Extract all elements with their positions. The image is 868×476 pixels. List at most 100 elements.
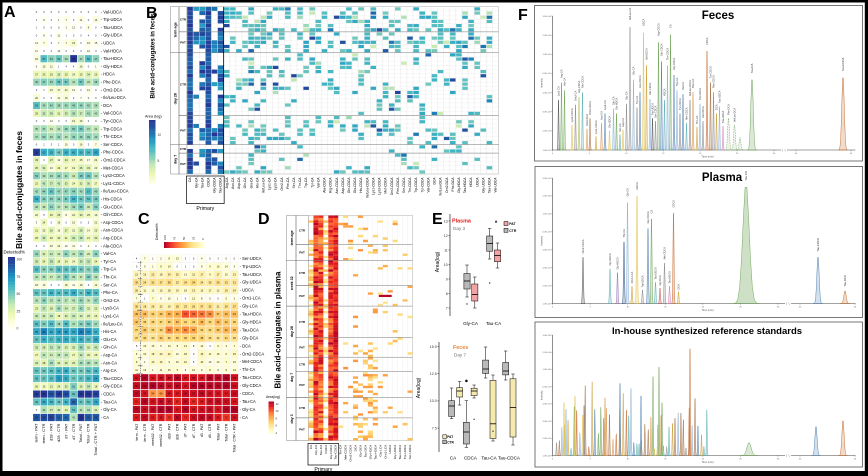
- svg-text:5.0E+05: 5.0E+05: [542, 386, 551, 388]
- svg-text:Lys3-CA: Lys3-CA: [603, 100, 607, 110]
- svg-text:Gly-CDCA: Gly-CDCA: [213, 177, 217, 193]
- svg-text:week32 - CTR: week32 - CTR: [159, 423, 163, 446]
- svg-text:19: 19: [168, 304, 171, 308]
- svg-text:11: 11: [80, 18, 83, 22]
- svg-text:Gly-CA: Gly-CA: [631, 66, 635, 75]
- svg-text:34: 34: [35, 361, 38, 365]
- svg-text:Gly-CA: Gly-CA: [625, 188, 629, 197]
- svg-text:39: 39: [50, 361, 53, 365]
- svg-text:70: 70: [57, 330, 60, 334]
- svg-text:98: 98: [208, 384, 211, 388]
- svg-text:3: 3: [225, 344, 227, 348]
- svg-text:30: 30: [87, 182, 90, 186]
- svg-text:- Val-HDCA: - Val-HDCA: [101, 48, 122, 53]
- svg-text:- Phe-CA: - Phe-CA: [101, 290, 118, 295]
- svg-text:- Trp-UDCA: - Trp-UDCA: [101, 17, 123, 22]
- svg-text:40: 40: [57, 306, 60, 310]
- svg-text:40: 40: [225, 312, 228, 316]
- svg-text:15: 15: [200, 288, 203, 292]
- svg-text:d28 - CTR: d28 - CTR: [176, 423, 180, 440]
- svg-text:4: 4: [73, 65, 75, 69]
- svg-text:3: 3: [51, 41, 53, 45]
- svg-text:17: 17: [87, 158, 90, 162]
- svg-text:day 28: day 28: [290, 326, 294, 337]
- svg-text:40: 40: [799, 307, 802, 309]
- svg-text:22: 22: [35, 182, 38, 186]
- svg-text:PAT: PAT: [509, 222, 516, 226]
- svg-text:30: 30: [151, 336, 154, 340]
- svg-text:10: 10: [143, 352, 146, 356]
- svg-text:d28 - PAT: d28 - PAT: [167, 423, 171, 439]
- svg-text:25: 25: [87, 213, 90, 217]
- svg-text:39: 39: [94, 275, 97, 279]
- svg-text:31: 31: [94, 408, 97, 412]
- svg-text:8: 8: [65, 213, 67, 217]
- svg-text:97: 97: [192, 384, 195, 388]
- svg-text:43: 43: [42, 104, 45, 108]
- svg-text:0: 0: [36, 408, 38, 412]
- svg-text:- Ile/Leu-CA: - Ile/Leu-CA: [101, 321, 123, 326]
- svg-text:48: 48: [42, 299, 45, 303]
- svg-text:46: 46: [160, 312, 163, 316]
- svg-text:10: 10: [626, 459, 629, 461]
- svg-text:56: 56: [42, 369, 45, 373]
- svg-text:99: 99: [200, 416, 203, 420]
- svg-text:90: 90: [192, 376, 195, 380]
- svg-text:54: 54: [151, 392, 154, 396]
- svg-text:85: 85: [176, 400, 179, 404]
- svg-text:15: 15: [151, 344, 154, 348]
- svg-text:23: 23: [65, 72, 68, 76]
- svg-text:50: 50: [17, 292, 21, 296]
- svg-text:95: 95: [217, 376, 220, 380]
- svg-text:18: 18: [160, 272, 163, 276]
- svg-text:24: 24: [200, 280, 203, 284]
- svg-text:42: 42: [135, 320, 138, 324]
- svg-text:23: 23: [184, 304, 187, 308]
- svg-text:Phe-DCA: Phe-DCA: [726, 104, 730, 115]
- svg-text:Phe-DCA: Phe-DCA: [451, 177, 455, 192]
- svg-text:C: C: [138, 211, 150, 228]
- svg-text:15: 15: [662, 153, 665, 155]
- svg-text:- Asp-CA: - Asp-CA: [101, 353, 118, 358]
- svg-text:10: 10: [168, 296, 171, 300]
- svg-text:41: 41: [65, 252, 68, 256]
- svg-text:53: 53: [42, 322, 45, 326]
- svg-text:24: 24: [42, 260, 45, 264]
- svg-text:30: 30: [50, 236, 53, 240]
- svg-text:Tau-HDCA: Tau-HDCA: [373, 444, 377, 460]
- svg-text:57: 57: [57, 369, 60, 373]
- svg-text:Lys3-CDCA: Lys3-CDCA: [378, 177, 382, 195]
- svg-text:0: 0: [17, 327, 19, 331]
- svg-text:33: 33: [35, 345, 38, 349]
- svg-text:3: 3: [80, 49, 82, 53]
- svg-text:53: 53: [50, 57, 53, 61]
- svg-text:0: 0: [51, 26, 53, 30]
- svg-text:8: 8: [168, 257, 170, 261]
- svg-text:4.0E+05: 4.0E+05: [542, 404, 551, 406]
- svg-text:26: 26: [94, 314, 97, 318]
- svg-text:12: 12: [217, 288, 220, 292]
- svg-text:15: 15: [168, 368, 171, 372]
- svg-text:62: 62: [65, 377, 68, 381]
- svg-text:62: 62: [184, 328, 187, 332]
- svg-text:48: 48: [57, 322, 60, 326]
- svg-text:30: 30: [50, 213, 53, 217]
- svg-text:0: 0: [51, 10, 53, 14]
- svg-text:31: 31: [225, 336, 228, 340]
- svg-text:18: 18: [65, 283, 68, 287]
- svg-text:18: 18: [35, 57, 38, 61]
- svg-text:26: 26: [208, 336, 211, 340]
- svg-text:98: 98: [184, 400, 187, 404]
- svg-text:24: 24: [143, 280, 146, 284]
- svg-text:11: 11: [57, 96, 60, 100]
- svg-text:Gln-CA: Gln-CA: [611, 96, 615, 105]
- svg-text:Tau-CDCA: Tau-CDCA: [841, 58, 845, 71]
- svg-text:37: 37: [50, 182, 53, 186]
- svg-text:UDCA: UDCA: [641, 18, 645, 26]
- svg-text:20: 20: [50, 244, 53, 248]
- svg-text:- CDCA: - CDCA: [101, 392, 115, 397]
- svg-text:Tau-HDCA: Tau-HDCA: [667, 271, 671, 284]
- svg-text:7: 7: [234, 344, 236, 348]
- svg-text:Tau-CDCA: Tau-CDCA: [219, 177, 223, 194]
- svg-text:37: 37: [42, 127, 45, 131]
